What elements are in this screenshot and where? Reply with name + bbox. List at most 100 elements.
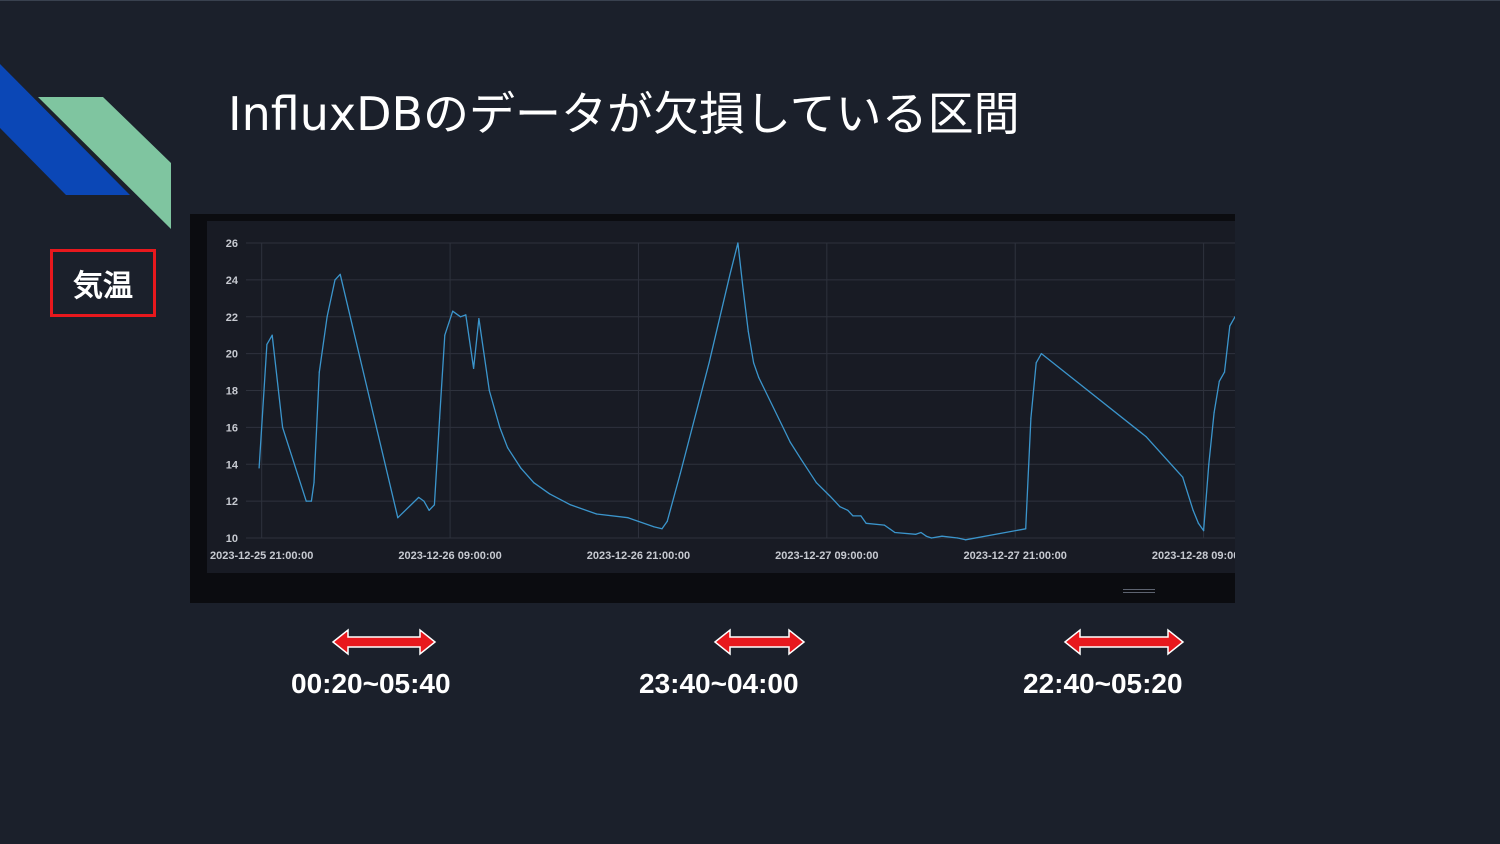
data-point: [318, 371, 320, 373]
field-label: 気温: [73, 269, 133, 304]
x-tick-label: 2023-12-27 21:00:00: [964, 550, 1067, 562]
data-point: [1234, 316, 1235, 318]
data-point: [1218, 380, 1220, 382]
data-point: [428, 509, 430, 511]
data-point: [747, 330, 749, 333]
data-point: [423, 500, 425, 502]
y-tick-label: 24: [226, 275, 239, 287]
x-tick-label: 2023-12-28 09:00:00: [1152, 550, 1235, 562]
double-arrow-icon: [1063, 628, 1185, 656]
data-point: [847, 509, 849, 511]
data-point: [1182, 476, 1184, 478]
data-point: [499, 426, 501, 428]
deco-blue-stripe: [0, 64, 130, 195]
data-point: [1197, 522, 1199, 524]
data-point: [815, 482, 817, 484]
data-point: [1223, 371, 1226, 373]
data-point: [326, 316, 328, 318]
y-tick-label: 10: [226, 533, 238, 545]
data-point: [271, 334, 273, 336]
temperature-line-chart: 26 24 22 20 18 16 14 12 10 2023-12-25 21:00:00 20…: [210, 238, 1235, 562]
data-point: [305, 500, 307, 502]
y-tick-label: 16: [226, 422, 238, 434]
range-arrow-2: [713, 628, 806, 656]
data-point: [957, 537, 959, 539]
data-point: [1192, 509, 1194, 511]
data-point: [569, 504, 572, 506]
data-point: [266, 343, 268, 346]
panel-resize-handle[interactable]: [1123, 589, 1155, 595]
data-point: [839, 506, 841, 508]
range-arrow-1: [331, 628, 437, 656]
data-point: [742, 288, 744, 290]
data-point: [865, 522, 867, 524]
data-point: [627, 517, 629, 519]
data-point: [1229, 325, 1231, 327]
data-point: [666, 520, 668, 523]
data-point: [433, 504, 435, 506]
data-point: [915, 533, 917, 535]
data-point: [860, 515, 862, 517]
data-point: [661, 528, 663, 530]
double-arrow-icon: [331, 628, 437, 656]
data-point: [548, 493, 551, 495]
data-point: [653, 526, 655, 528]
x-tick-label: 2023-12-26 09:00:00: [398, 550, 501, 562]
y-tick-label: 18: [226, 386, 238, 398]
data-point: [1208, 463, 1210, 465]
data-point: [1213, 412, 1215, 414]
data-point: [1203, 530, 1205, 532]
data-point: [930, 537, 933, 539]
missing-range-label-2: 23:40~04:00: [639, 668, 799, 699]
data-point: [452, 310, 454, 312]
data-point: [758, 376, 760, 379]
data-point: [282, 426, 284, 428]
deco-green-stripe: [38, 97, 171, 229]
data-point: [478, 317, 480, 320]
data-point: [520, 467, 522, 469]
data-point: [679, 472, 681, 475]
data-point: [834, 500, 836, 502]
range-arrow-3: [1063, 628, 1185, 656]
y-tick-label: 22: [226, 312, 238, 324]
data-point: [789, 441, 791, 443]
data-point: [883, 524, 886, 526]
data-point: [507, 447, 509, 449]
data-point: [1025, 528, 1027, 530]
data-point: [964, 539, 967, 541]
data-point: [339, 273, 341, 275]
x-tick-labels: 2023-12-25 21:00:00 2023-12-26 09:00:00 20…: [210, 550, 1235, 562]
temperature-series-line: [258, 242, 1235, 541]
data-point: [533, 482, 535, 484]
data-point: [439, 417, 441, 419]
data-point: [1040, 353, 1042, 355]
data-point: [334, 279, 336, 281]
data-point: [444, 334, 446, 336]
data-point: [397, 517, 399, 519]
grid-layer: [246, 242, 1235, 539]
y-tick-label: 20: [226, 349, 238, 361]
data-point: [708, 362, 710, 364]
data-point: [459, 316, 462, 318]
x-tick-label: 2023-12-27 09:00:00: [775, 550, 878, 562]
data-point: [941, 535, 943, 537]
data-point: [310, 500, 313, 502]
data-point: [752, 362, 755, 364]
data-point: [1145, 435, 1147, 438]
data-point: [920, 531, 922, 534]
double-arrow-icon: [713, 628, 806, 656]
data-point: [925, 535, 927, 537]
data-point: [258, 467, 260, 469]
data-point: [737, 242, 739, 244]
data-point: [418, 496, 420, 499]
y-tick-label: 14: [226, 459, 239, 471]
data-point: [1035, 362, 1037, 364]
y-tick-label: 26: [226, 238, 238, 250]
data-point: [729, 273, 731, 275]
data-point: [828, 494, 831, 497]
data-point: [595, 513, 598, 515]
corner-decoration: [0, 64, 171, 229]
data-point: [313, 482, 315, 484]
y-tick-label: 12: [226, 496, 238, 508]
slide-title: InfluxDBのデータが欠損している区間: [228, 87, 1020, 141]
